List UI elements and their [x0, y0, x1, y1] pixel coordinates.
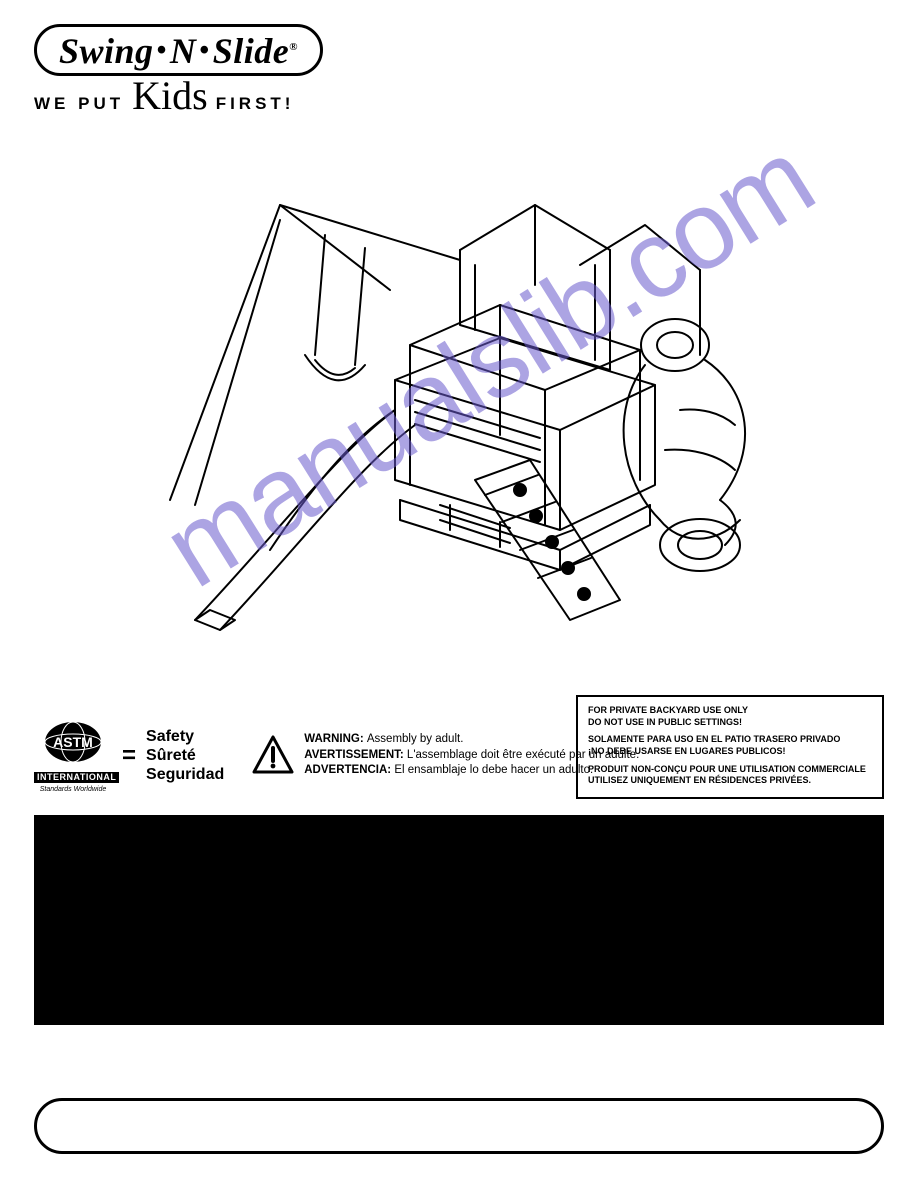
brand-badge: Swing•N•Slide® [34, 24, 323, 76]
warning-triangle-icon [252, 734, 294, 776]
astm-globe-icon: ASTM [41, 718, 105, 766]
brand-logo: Swing•N•Slide® WE PUT Kids FIRST! [34, 24, 334, 114]
safety-es: Seguridad [146, 765, 224, 784]
playset-svg [140, 150, 780, 670]
astm-logo: ASTM INTERNATIONAL Standards Worldwide [34, 718, 112, 793]
tagline-post: FIRST! [216, 94, 295, 114]
private-use-box: FOR PRIVATE BACKYARD USE ONLY DO NOT USE… [576, 695, 884, 799]
astm-subtitle: Standards Worldwide [34, 786, 112, 793]
private-en: FOR PRIVATE BACKYARD USE ONLY DO NOT USE… [588, 705, 872, 728]
brand-word-n: N [170, 31, 197, 71]
tagline-pre: WE PUT [34, 94, 124, 114]
svg-text:ASTM: ASTM [53, 734, 93, 750]
brand-tagline: WE PUT Kids FIRST! [34, 82, 334, 114]
astm-band: INTERNATIONAL [34, 772, 119, 783]
registered-mark: ® [289, 41, 298, 53]
brand-dot-1: • [154, 35, 170, 66]
footer-capsule [34, 1098, 884, 1154]
tagline-kids: Kids [130, 82, 210, 110]
brand-dot-2: • [196, 35, 212, 66]
private-es: SOLAMENTE PARA USO EN EL PATIO TRASERO P… [588, 734, 872, 757]
playset-illustration [140, 150, 780, 670]
brand-word-slide: Slide [213, 31, 290, 71]
private-fr: PRODUIT NON-CONÇU POUR UNE UTILISATION C… [588, 764, 872, 787]
equals-sign: = [112, 742, 146, 770]
brand-word-swing: Swing [59, 31, 154, 71]
safety-words: Safety Sûreté Seguridad [146, 727, 224, 785]
safety-fr: Sûreté [146, 746, 224, 765]
page-root: Swing•N•Slide® WE PUT Kids FIRST! [0, 0, 918, 1188]
redacted-title-block [34, 815, 884, 1025]
safety-en: Safety [146, 727, 224, 746]
